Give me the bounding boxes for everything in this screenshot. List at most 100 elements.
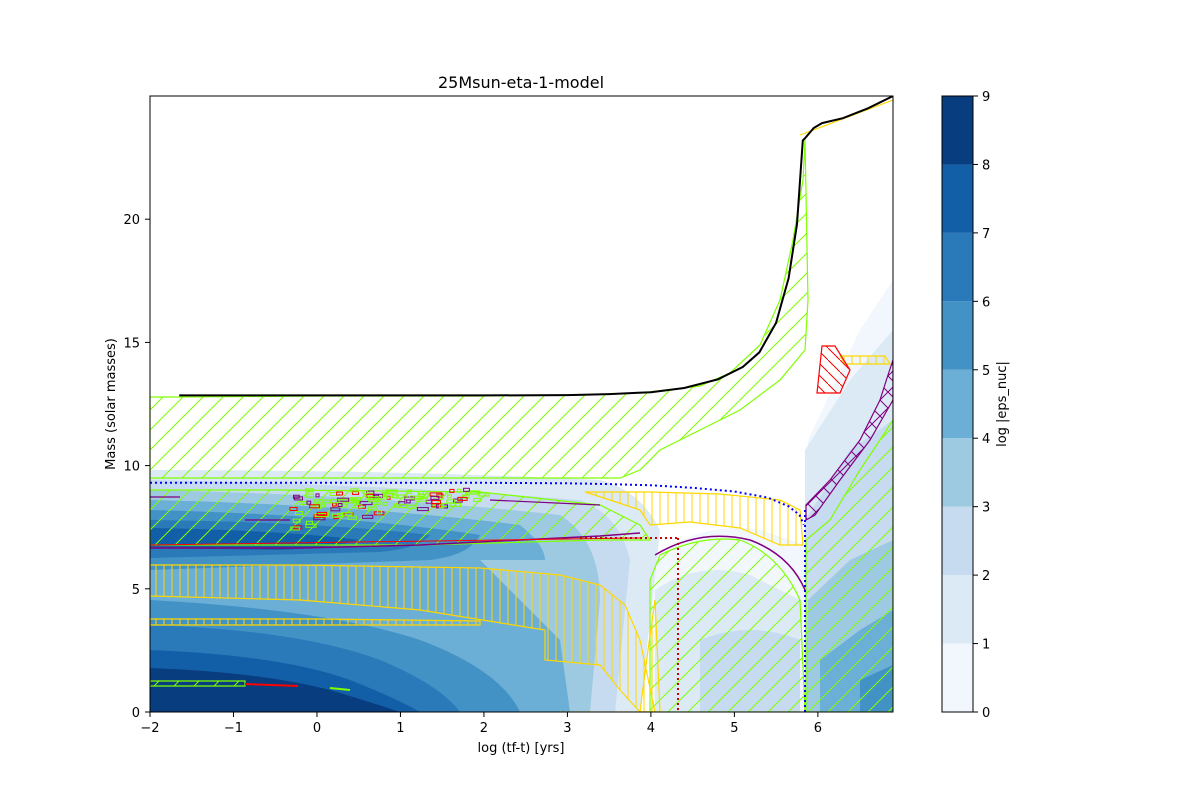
convective-blob xyxy=(314,499,323,504)
colorbar-cell xyxy=(942,575,973,644)
colorbar-cell xyxy=(942,232,973,302)
x-tick-label: 3 xyxy=(563,721,571,736)
colorbar-tick-label: 2 xyxy=(982,569,990,584)
convective-blob xyxy=(430,495,440,500)
convective-blob xyxy=(349,497,361,502)
convective-blob xyxy=(353,504,363,509)
convective-blob xyxy=(473,497,481,502)
convective-blob xyxy=(463,487,470,492)
convective-zone-small-mark xyxy=(329,687,351,691)
convective-blob xyxy=(337,513,344,517)
convective-blob xyxy=(431,500,441,504)
x-axis: −2 −1 0 1 2 3 4 5 6 xyxy=(140,712,822,736)
convective-blob xyxy=(299,501,307,505)
convective-zone-core-burning xyxy=(150,489,652,546)
colorbar-frame xyxy=(941,95,974,713)
x-tick-label: −1 xyxy=(224,721,243,736)
convective-blob xyxy=(456,488,462,493)
overshoot-zone-thin xyxy=(150,618,481,626)
semiconvection-upper-edge xyxy=(150,496,601,521)
convective-blob xyxy=(350,488,359,493)
convective-zone-small-left xyxy=(150,680,246,687)
convective-blob xyxy=(365,495,369,500)
convective-blob xyxy=(362,490,368,494)
convective-blob xyxy=(330,507,341,512)
colorbar-cell xyxy=(942,506,973,576)
semiconvection-zones xyxy=(150,359,893,591)
convective-blobs xyxy=(289,487,490,531)
convective-zone-late-core xyxy=(805,418,893,712)
thermohaline-zone-top xyxy=(816,345,851,394)
convective-blob xyxy=(449,488,455,493)
convective-blob xyxy=(439,504,445,509)
convective-blob xyxy=(417,493,429,498)
colorbar-cell xyxy=(942,96,973,165)
convective-blob xyxy=(449,502,461,507)
convective-blob xyxy=(295,511,304,515)
convective-blob xyxy=(374,497,380,502)
colorbar-cells xyxy=(942,96,973,712)
x-axis-label: log (tf-t) [yrs] xyxy=(478,741,565,756)
y-tick-label: 10 xyxy=(123,460,140,475)
convective-blob xyxy=(407,489,413,494)
y-tick-label: 15 xyxy=(123,336,140,351)
convective-blob xyxy=(396,494,408,499)
plot-frame xyxy=(149,95,894,713)
overshoot-zones xyxy=(150,99,893,712)
colorbar-cell xyxy=(942,164,973,233)
convective-zone-helium-core xyxy=(649,538,806,712)
colorbar-cell xyxy=(942,438,973,507)
convective-blob xyxy=(457,496,468,501)
y-axis: 0 5 10 15 20 xyxy=(123,213,150,721)
colorbar-tick-label: 0 xyxy=(982,706,990,721)
boundary-line-blue-dotted xyxy=(150,481,805,526)
y-tick-label: 20 xyxy=(123,213,140,228)
convective-blob xyxy=(323,499,332,504)
colorbar-ticks: 0 1 2 3 4 5 6 7 8 9 xyxy=(973,90,990,721)
convective-blob xyxy=(312,503,325,508)
colorbar-tick-label: 7 xyxy=(982,227,990,242)
convective-blob xyxy=(332,513,343,518)
thermohaline-streak-left xyxy=(244,683,299,687)
convective-blob xyxy=(415,497,428,502)
convective-blob xyxy=(409,495,416,500)
overshoot-zone-top xyxy=(838,355,892,365)
x-tick-label: 6 xyxy=(814,721,822,736)
total-mass-line xyxy=(179,96,893,397)
y-tick-label: 0 xyxy=(132,706,140,721)
thermohaline-zones xyxy=(150,345,851,687)
contour-region-level-7-left xyxy=(150,528,420,712)
convective-blob xyxy=(416,507,429,512)
convective-blob xyxy=(406,499,411,504)
colorbar-tick-label: 3 xyxy=(982,501,990,516)
colorbar-cell xyxy=(942,643,973,712)
convective-blob xyxy=(293,496,303,501)
convective-blob xyxy=(407,504,418,509)
convective-blob xyxy=(316,511,328,516)
x-tick-label: 4 xyxy=(647,721,655,736)
convective-blob xyxy=(306,500,312,505)
x-tick-label: 2 xyxy=(480,721,488,736)
semiconvection-core-edge xyxy=(150,532,641,549)
overshoot-zone-he-core xyxy=(639,599,661,712)
convective-blob xyxy=(309,504,320,509)
x-tick-label: 1 xyxy=(396,721,404,736)
convective-blob xyxy=(290,526,300,531)
convective-blob xyxy=(289,507,298,511)
semiconvection-zone-right xyxy=(805,359,893,522)
convective-blob xyxy=(359,501,373,506)
semiconvection-arc xyxy=(654,535,806,591)
colorbar-tick-label: 8 xyxy=(982,158,990,173)
convective-blob xyxy=(396,504,407,509)
convective-blob xyxy=(381,495,388,500)
colorbar-tick-label: 5 xyxy=(982,364,990,379)
colorbar: 0 1 2 3 4 5 6 7 8 9 log |eps_nuc| xyxy=(941,90,1010,721)
convective-blob xyxy=(305,523,317,528)
x-tick-label: 0 xyxy=(313,721,321,736)
x-tick-label: 5 xyxy=(730,721,738,736)
convective-blob xyxy=(305,493,315,498)
colorbar-cell xyxy=(942,369,973,439)
convective-blob xyxy=(336,491,344,496)
thermohaline-core-edge xyxy=(150,537,641,546)
